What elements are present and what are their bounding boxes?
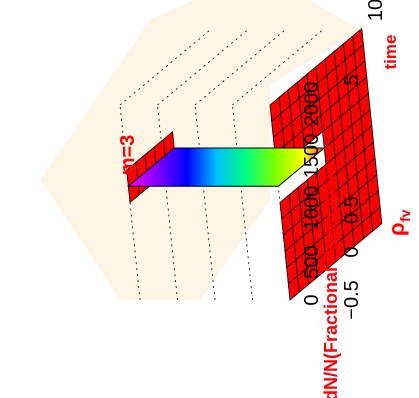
x-axis-label: time: [381, 35, 400, 70]
surface-mesh: [126, 27, 383, 301]
z-tick-label: 1000: [301, 186, 323, 231]
surface-cell: [287, 275, 300, 301]
z-tick-label: 2000: [301, 82, 323, 127]
chart-title: m=3: [117, 135, 139, 176]
y-axis-label-group: ρ fv: [384, 209, 413, 236]
y-axis-label-sub: fv: [397, 209, 413, 222]
y-tick-label: −0.5: [341, 280, 363, 319]
tick-labels: 0 500 1000 1500 2000 −0.5 0 0.5 5 10: [301, 0, 387, 320]
grid-z-line: [119, 28, 213, 106]
grid-z-line: [194, 104, 216, 301]
z-tick-label: 500: [301, 245, 323, 278]
z-tick-label: 0: [301, 294, 323, 305]
z-axis-label: dN/N(Fractional Population): [321, 163, 341, 398]
grid-z-line: [232, 104, 253, 301]
y-axis-label: ρ: [384, 222, 409, 236]
x-tick-label: 10: [365, 0, 387, 21]
ridge-wall: [126, 147, 326, 187]
grid-z-line: [119, 104, 141, 301]
back-wall-right: [150, 0, 360, 85]
y-tick-label: 0.5: [341, 196, 363, 224]
grid-z-line: [232, 28, 325, 106]
z-tick-label: 1500: [301, 134, 323, 179]
x-tick-label: 5: [341, 74, 363, 85]
grid-z-line: [157, 104, 178, 301]
grid-z-line: [157, 28, 250, 106]
y-tick-label: 0: [341, 246, 363, 257]
grid-z-line: [194, 28, 288, 106]
